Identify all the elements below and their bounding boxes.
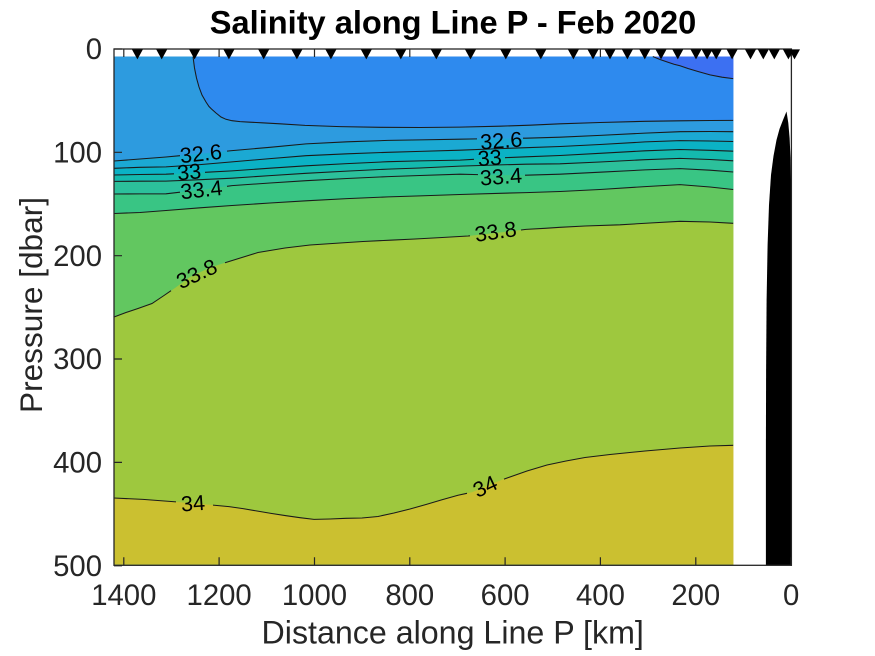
svg-text:33.4: 33.4 xyxy=(179,175,223,204)
svg-text:34: 34 xyxy=(180,490,206,517)
svg-text:100: 100 xyxy=(53,136,102,169)
svg-text:500: 500 xyxy=(53,550,102,583)
svg-text:32.6: 32.6 xyxy=(179,139,223,168)
svg-text:1400: 1400 xyxy=(91,579,156,612)
svg-text:Salinity along Line P - Feb 20: Salinity along Line P - Feb 2020 xyxy=(210,4,696,41)
svg-text:33: 33 xyxy=(176,158,202,185)
svg-text:0: 0 xyxy=(783,579,799,612)
svg-text:1000: 1000 xyxy=(282,579,347,612)
svg-text:33.4: 33.4 xyxy=(479,163,523,191)
svg-text:33.8: 33.8 xyxy=(473,216,518,247)
svg-text:200: 200 xyxy=(53,240,102,273)
svg-text:600: 600 xyxy=(481,579,530,612)
svg-text:400: 400 xyxy=(53,447,102,480)
svg-text:Distance along Line P [km]: Distance along Line P [km] xyxy=(262,615,644,651)
svg-text:300: 300 xyxy=(53,343,102,376)
svg-text:0: 0 xyxy=(86,33,102,66)
svg-text:1200: 1200 xyxy=(187,579,252,612)
svg-text:33: 33 xyxy=(477,144,503,171)
svg-text:400: 400 xyxy=(576,579,625,612)
svg-text:Pressure [dbar]: Pressure [dbar] xyxy=(13,197,49,413)
svg-text:800: 800 xyxy=(385,579,434,612)
svg-text:200: 200 xyxy=(671,579,720,612)
svg-text:32.6: 32.6 xyxy=(479,127,523,155)
